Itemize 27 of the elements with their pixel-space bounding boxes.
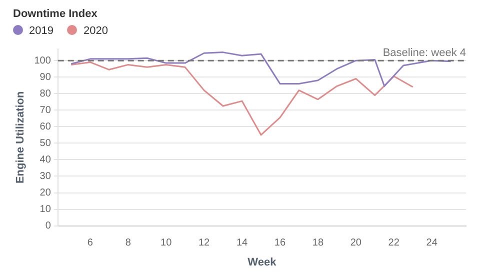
x-axis-title: Week (248, 256, 278, 268)
y-tick-label: 100 (34, 55, 52, 66)
x-tick-label: 20 (350, 238, 362, 249)
ref-line-label: Baseline: week 4 (382, 47, 466, 60)
x-tick-label: 10 (160, 238, 172, 249)
x-tick-label: 12 (198, 238, 210, 249)
x-tick-label: 22 (388, 238, 400, 249)
y-axis-title: Engine Utilization (14, 90, 27, 184)
x-tick-label: 16 (274, 238, 286, 249)
y-tick-label: 70 (40, 104, 52, 116)
y-tick-label: 40 (40, 154, 52, 166)
chart-title: Downtime Index (13, 8, 98, 20)
y-tick-label: 0 (45, 220, 52, 232)
y-tick-label: 10 (40, 204, 52, 216)
legend-label: 2019 (28, 25, 54, 37)
y-tick-label: 50 (40, 138, 52, 149)
x-tick-label: 14 (236, 238, 248, 249)
x-tick-label: 6 (87, 238, 94, 249)
legend-label: 2020 (82, 25, 108, 37)
x-tick-label: 18 (312, 238, 324, 249)
y-tick-label: 30 (40, 170, 52, 182)
x-tick-label: 24 (426, 238, 438, 249)
y-tick-label: 90 (40, 72, 52, 83)
y-tick-label: 60 (40, 121, 52, 132)
y-tick-label: 80 (40, 88, 52, 100)
x-tick-label: 8 (125, 238, 132, 249)
y-tick-label: 20 (40, 188, 52, 199)
